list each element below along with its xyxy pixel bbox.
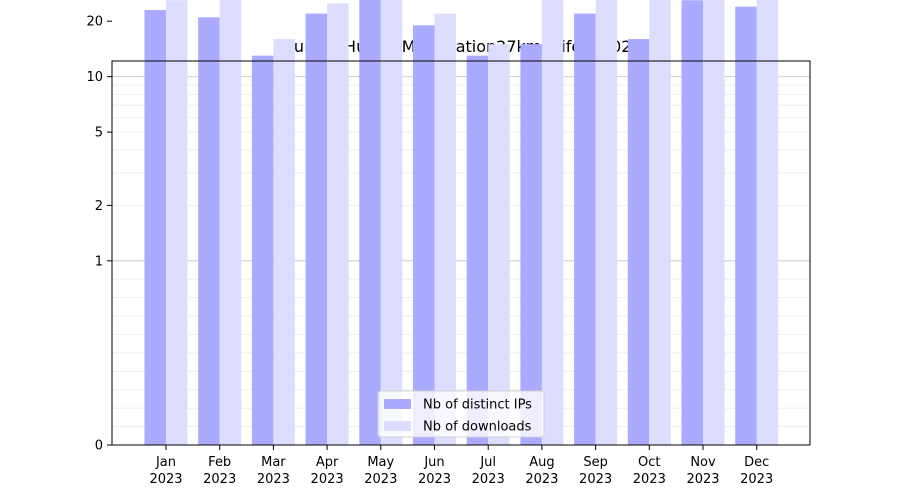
x-tick-label-year: 2023 [740, 472, 773, 487]
x-tick-label-month: Feb [208, 455, 231, 470]
bar-downloads [327, 3, 349, 446]
x-tick-label-year: 2023 [472, 472, 505, 487]
bar-downloads [541, 0, 564, 445]
y-tick-label: 0 [95, 439, 103, 454]
bar-distinct-ips [627, 39, 650, 446]
x-tick-label-month: Jul [479, 455, 496, 470]
bar-downloads [703, 0, 725, 445]
x-tick-label-month: Sep [583, 455, 608, 470]
bar-distinct-ips [574, 13, 596, 445]
x-tick-label-month: Nov [690, 455, 716, 470]
x-tick-label-month: Oct [638, 455, 660, 470]
bar-distinct-ips [413, 25, 435, 445]
bar-distinct-ips [251, 55, 274, 445]
bar-downloads [649, 0, 671, 446]
x-tick-label-month: Apr [316, 455, 339, 470]
y-tick-label: 2 [95, 199, 103, 214]
bar-distinct-ips [198, 17, 220, 445]
bar-downloads [166, 0, 188, 445]
x-tick-label-month: Dec [744, 455, 769, 470]
bar-downloads [273, 39, 295, 446]
y-tick-label: 1 [95, 254, 103, 269]
bar-downloads [488, 44, 510, 445]
x-tick-label-year: 2023 [525, 472, 558, 487]
legend-label: Nb of distinct IPs [423, 398, 532, 413]
x-tick-label-year: 2023 [149, 472, 182, 487]
bar-distinct-ips [520, 44, 542, 445]
x-tick-label-month: Mar [261, 455, 286, 470]
bar-distinct-ips [681, 0, 703, 445]
x-tick-label-year: 2023 [257, 472, 290, 487]
x-axis: Jan 2023 Feb 2023 Mar 2023 Apr 2023 May 2023 Jun 20… [149, 445, 773, 487]
legend-swatch [384, 421, 411, 431]
legend: Nb of distinct IPs Nb of downloads [377, 390, 545, 438]
bar-downloads [756, 0, 779, 445]
bar-distinct-ips [144, 10, 166, 445]
x-tick-label-year: 2023 [364, 472, 397, 487]
x-tick-label-year: 2023 [203, 472, 236, 487]
x-tick-label-month: Aug [529, 455, 554, 470]
y-tick-label: 20 [86, 15, 103, 30]
bar-distinct-ips [466, 55, 489, 445]
bar-downloads [595, 0, 618, 445]
bar-distinct-ips [305, 13, 328, 445]
x-tick-label-month: Jun [423, 455, 444, 470]
x-tick-label-year: 2023 [311, 472, 344, 487]
y-tick-label: 5 [95, 126, 103, 141]
x-tick-label-month: Jan [155, 455, 176, 470]
x-tick-label-year: 2023 [686, 472, 719, 487]
x-tick-label-year: 2023 [579, 472, 612, 487]
legend-label: Nb of downloads [423, 420, 532, 435]
bar-distinct-ips [735, 6, 757, 446]
bar-downloads [219, 0, 242, 446]
y-axis: 0125102050100 [86, 15, 112, 454]
plot-frame [111, 60, 811, 446]
legend-swatch [384, 399, 411, 409]
bar-distinct-ips [359, 0, 381, 446]
x-tick-label-month: May [367, 455, 394, 470]
x-tick-label-year: 2023 [418, 472, 451, 487]
bar-downloads [434, 13, 456, 445]
bar-downloads [380, 0, 403, 445]
bars [144, 0, 779, 446]
x-tick-label-year: 2023 [633, 472, 666, 487]
legend-box [377, 390, 545, 438]
y-tick-label: 10 [86, 70, 103, 85]
